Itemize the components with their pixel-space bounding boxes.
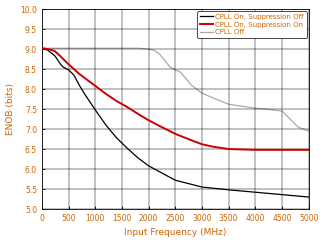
CPLL On, Suppression On: [200, 143, 204, 146]
Legend: CPLL On, Suppression Off, CPLL On, Suppression On, CPLL Off: CPLL On, Suppression Off, CPLL On, Suppr…: [197, 11, 307, 38]
CPLL On, Suppression Off: [88, 100, 92, 103]
CPLL Off: [179, 71, 182, 74]
CPLL On, Suppression On: [227, 148, 231, 150]
Line: CPLL On, Suppression On: CPLL On, Suppression On: [42, 48, 309, 150]
CPLL On, Suppression On: [253, 148, 257, 151]
CPLL On, Suppression On: [45, 48, 49, 51]
CPLL On, Suppression On: [61, 58, 65, 61]
CPLL Off: [45, 47, 49, 50]
CPLL On, Suppression On: [136, 112, 140, 115]
CPLL On, Suppression Off: [53, 55, 57, 58]
CPLL On, Suppression On: [72, 68, 76, 70]
CPLL Off: [227, 103, 231, 106]
CPLL On, Suppression Off: [83, 92, 87, 95]
CPLL Off: [200, 92, 204, 95]
CPLL On, Suppression On: [40, 47, 44, 50]
CPLL Off: [168, 66, 172, 69]
CPLL On, Suppression Off: [61, 66, 65, 69]
CPLL Off: [296, 126, 300, 129]
CPLL Off: [211, 96, 214, 99]
CPLL Off: [173, 68, 177, 71]
CPLL Off: [67, 47, 71, 50]
CPLL On, Suppression On: [88, 80, 92, 83]
CPLL On, Suppression On: [56, 52, 60, 55]
CPLL Off: [163, 59, 167, 62]
X-axis label: Input Frequency (MHz): Input Frequency (MHz): [124, 228, 226, 237]
CPLL Off: [77, 47, 81, 50]
CPLL Off: [40, 47, 44, 50]
CPLL On, Suppression Off: [307, 196, 311, 199]
CPLL Off: [157, 52, 161, 55]
CPLL On, Suppression On: [53, 50, 57, 53]
CPLL Off: [307, 130, 311, 132]
CPLL Off: [136, 47, 140, 50]
CPLL On, Suppression Off: [40, 48, 44, 51]
CPLL Off: [125, 47, 129, 50]
CPLL On, Suppression Off: [147, 164, 151, 167]
CPLL On, Suppression Off: [59, 63, 63, 66]
CPLL On, Suppression Off: [45, 48, 49, 51]
CPLL On, Suppression On: [93, 84, 97, 87]
CPLL On, Suppression On: [211, 145, 214, 148]
CPLL Off: [253, 107, 257, 110]
CPLL Off: [152, 49, 156, 52]
CPLL On, Suppression Off: [253, 191, 257, 194]
CPLL On, Suppression On: [147, 119, 151, 122]
CPLL On, Suppression On: [83, 76, 87, 79]
CPLL On, Suppression On: [307, 148, 311, 151]
CPLL On, Suppression Off: [72, 74, 76, 77]
CPLL Off: [61, 47, 65, 50]
CPLL Off: [115, 47, 119, 50]
CPLL On, Suppression On: [125, 106, 129, 109]
CPLL On, Suppression Off: [67, 68, 71, 71]
CPLL On, Suppression Off: [115, 136, 119, 139]
CPLL On, Suppression Off: [173, 179, 177, 182]
CPLL On, Suppression Off: [51, 52, 54, 55]
Y-axis label: ENOB (bits): ENOB (bits): [6, 83, 15, 135]
CPLL Off: [93, 47, 97, 50]
CPLL On, Suppression On: [104, 92, 108, 95]
CPLL On, Suppression On: [157, 124, 161, 127]
CPLL On, Suppression Off: [93, 108, 97, 111]
CPLL On, Suppression On: [67, 63, 71, 66]
CPLL On, Suppression Off: [280, 193, 284, 196]
CPLL Off: [280, 110, 284, 113]
CPLL On, Suppression On: [115, 100, 119, 103]
CPLL On, Suppression Off: [136, 156, 140, 159]
CPLL On, Suppression On: [59, 55, 63, 58]
CPLL On, Suppression Off: [77, 84, 81, 87]
CPLL Off: [189, 84, 193, 87]
CPLL Off: [51, 47, 54, 50]
CPLL Off: [104, 47, 108, 50]
CPLL On, Suppression On: [51, 49, 54, 52]
CPLL Off: [56, 47, 60, 50]
CPLL Off: [88, 47, 92, 50]
CPLL On, Suppression Off: [104, 124, 108, 127]
CPLL On, Suppression On: [189, 139, 193, 142]
CPLL On, Suppression On: [173, 132, 177, 135]
CPLL Off: [147, 48, 151, 51]
Line: CPLL Off: CPLL Off: [42, 48, 309, 131]
CPLL On, Suppression Off: [227, 188, 231, 191]
CPLL On, Suppression On: [280, 148, 284, 151]
CPLL Off: [264, 108, 268, 111]
CPLL On, Suppression Off: [56, 59, 60, 62]
CPLL On, Suppression On: [77, 72, 81, 75]
CPLL On, Suppression Off: [200, 186, 204, 189]
Line: CPLL On, Suppression Off: CPLL On, Suppression Off: [42, 49, 309, 197]
CPLL On, Suppression Off: [125, 147, 129, 150]
